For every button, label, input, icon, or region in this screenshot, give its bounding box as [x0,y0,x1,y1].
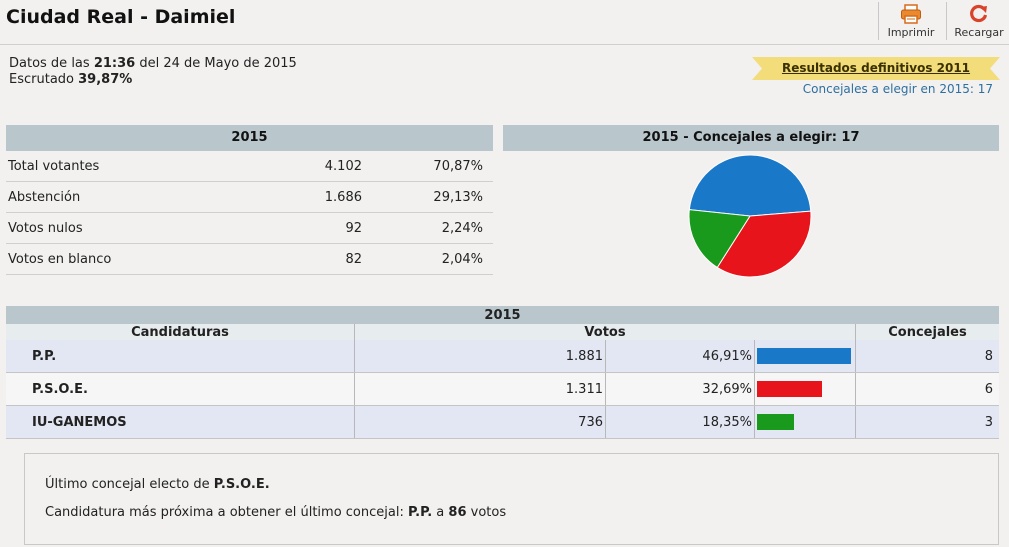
stats-label: Abstención [8,190,81,205]
print-button[interactable]: Imprimir [878,2,943,40]
printer-icon [901,4,921,24]
party-pct: 46,91% [605,340,755,373]
data-timestamp: Datos de las 21:36 del 24 de Mayo de 201… [9,56,297,88]
party-bar-pp [757,348,851,364]
ultimo-prefix: Último concejal electo de [45,477,210,492]
stats-value: 82 [345,252,362,267]
results-2011-link[interactable]: Resultados definitivos 2011 [781,61,971,75]
stats-row-total-votantes: Total votantes 4.102 70,87% [6,151,493,182]
stats-pct: 2,24% [441,221,483,236]
party-concejales: 3 [855,405,999,439]
datos-prefix: Datos de las [9,56,90,71]
print-label: Imprimir [887,26,935,39]
stats-table: Total votantes 4.102 70,87% Abstención 1… [6,151,493,275]
page-title: Ciudad Real - Daimiel [6,6,236,28]
party-name: P.S.O.E. [6,372,355,406]
stats-header: 2015 [6,125,493,151]
party-votes: 1.881 [354,340,606,373]
datos-date: del 24 de Mayo de 2015 [139,56,297,71]
party-pct: 18,35% [605,405,755,439]
party-name: P.P. [6,340,355,373]
datos-time: 21:36 [93,56,136,71]
stats-value: 92 [345,221,362,236]
stats-value: 4.102 [324,159,362,174]
escrutado-value: 39,87% [78,72,133,87]
party-concejales: 8 [855,340,999,373]
pie-slice-pp [688,154,812,217]
stats-label: Total votantes [8,159,100,174]
party-votes: 1.311 [354,372,606,406]
table-row: P.S.O.E. 1.311 32,69% 6 [6,372,999,406]
proxima-party: P.P. [407,505,433,520]
stats-pct: 29,13% [433,190,483,205]
results-header: 2015 [6,306,999,324]
party-bar-psoe [757,381,823,397]
party-name: IU-GANEMOS [6,405,355,439]
party-bar-cell [754,372,856,406]
col-concejales: Concejales [855,324,999,340]
party-votes: 736 [354,405,606,439]
stats-row-votos-nulos: Votos nulos 92 2,24% [6,213,493,244]
stats-label: Votos en blanco [8,252,112,267]
reload-label: Recargar [954,26,1004,39]
pie-slice-psoe [716,210,812,278]
reload-icon [970,4,988,23]
last-seat-note: Último concejal electo de P.S.O.E. Candi… [24,453,999,545]
pie-header: 2015 - Concejales a elegir: 17 [503,125,999,151]
concejales-to-elect: Concejales a elegir en 2015: 17 [802,82,993,96]
party-bar-iu-ganemos [757,414,794,430]
results-table: 2015 Candidaturas Votos Concejales P.P. … [6,306,999,439]
proxima-votes: 86 [448,505,467,520]
results-2011-ribbon[interactable]: Resultados definitivos 2011 [752,57,1000,80]
col-candidaturas: Candidaturas [6,324,355,340]
proxima-mid: a [436,505,445,520]
stats-value: 1.686 [324,190,362,205]
table-row: IU-GANEMOS 736 18,35% 3 [6,405,999,439]
stats-row-abstencion: Abstención 1.686 29,13% [6,182,493,213]
party-concejales: 6 [855,372,999,406]
ultimo-party: P.S.O.E. [213,477,270,492]
party-bar-cell [754,340,856,373]
col-votos: Votos [354,324,856,340]
header-divider [0,44,1009,45]
table-row: P.P. 1.881 46,91% 8 [6,340,999,373]
stats-pct: 2,04% [441,252,483,267]
stats-row-votos-blanco: Votos en blanco 82 2,04% [6,244,493,275]
seats-pie-chart [688,154,812,278]
party-pct: 32,69% [605,372,755,406]
stats-label: Votos nulos [8,221,83,236]
stats-pct: 70,87% [433,159,483,174]
proxima-prefix: Candidatura más próxima a obtener el últ… [45,505,404,520]
reload-button[interactable]: Recargar [946,2,1009,40]
party-bar-cell [754,405,856,439]
pie-slice-iu-ganemos [688,209,751,269]
proxima-suffix: votos [470,505,507,520]
escrutado-label: Escrutado [9,72,74,87]
